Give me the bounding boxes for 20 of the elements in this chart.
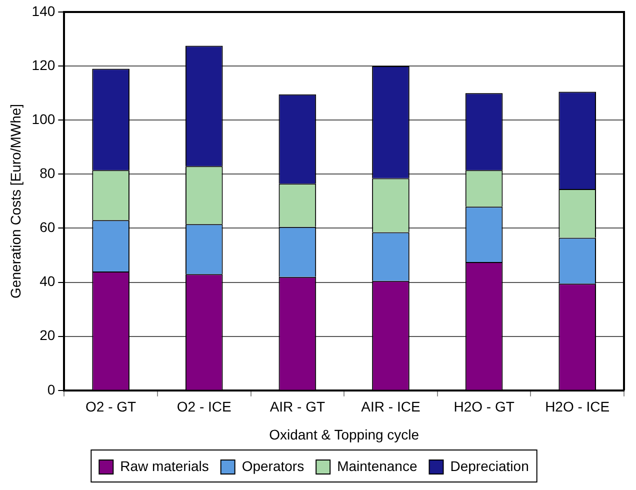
y-tick-label: 100 [32, 110, 56, 127]
legend-label: Operators [242, 458, 304, 474]
y-axis-title: Generation Costs [Euro/MWhe] [7, 104, 24, 298]
legend-label: Depreciation [450, 458, 529, 474]
legend-label: Maintenance [337, 458, 418, 474]
x-tick-label: H2O - GT [454, 398, 515, 415]
x-tick-label: AIR - ICE [361, 398, 420, 415]
x-tick-label: AIR - GT [270, 398, 326, 415]
y-tick-label: 140 [32, 2, 56, 19]
y-tick-label: 20 [40, 327, 56, 344]
y-tick-label: 80 [40, 165, 56, 182]
y-tick-label: 120 [32, 56, 56, 73]
y-tick-label: 40 [40, 273, 56, 290]
x-tick-label: H2O - ICE [545, 398, 610, 415]
x-tick-label: O2 - GT [86, 398, 137, 415]
x-tick-label: O2 - ICE [176, 398, 232, 415]
y-tick-label: 60 [40, 219, 56, 236]
legend-label: Raw materials [120, 458, 209, 474]
x-axis-title: Oxidant & Topping cycle [269, 426, 420, 442]
y-tick-label: 0 [47, 381, 56, 398]
